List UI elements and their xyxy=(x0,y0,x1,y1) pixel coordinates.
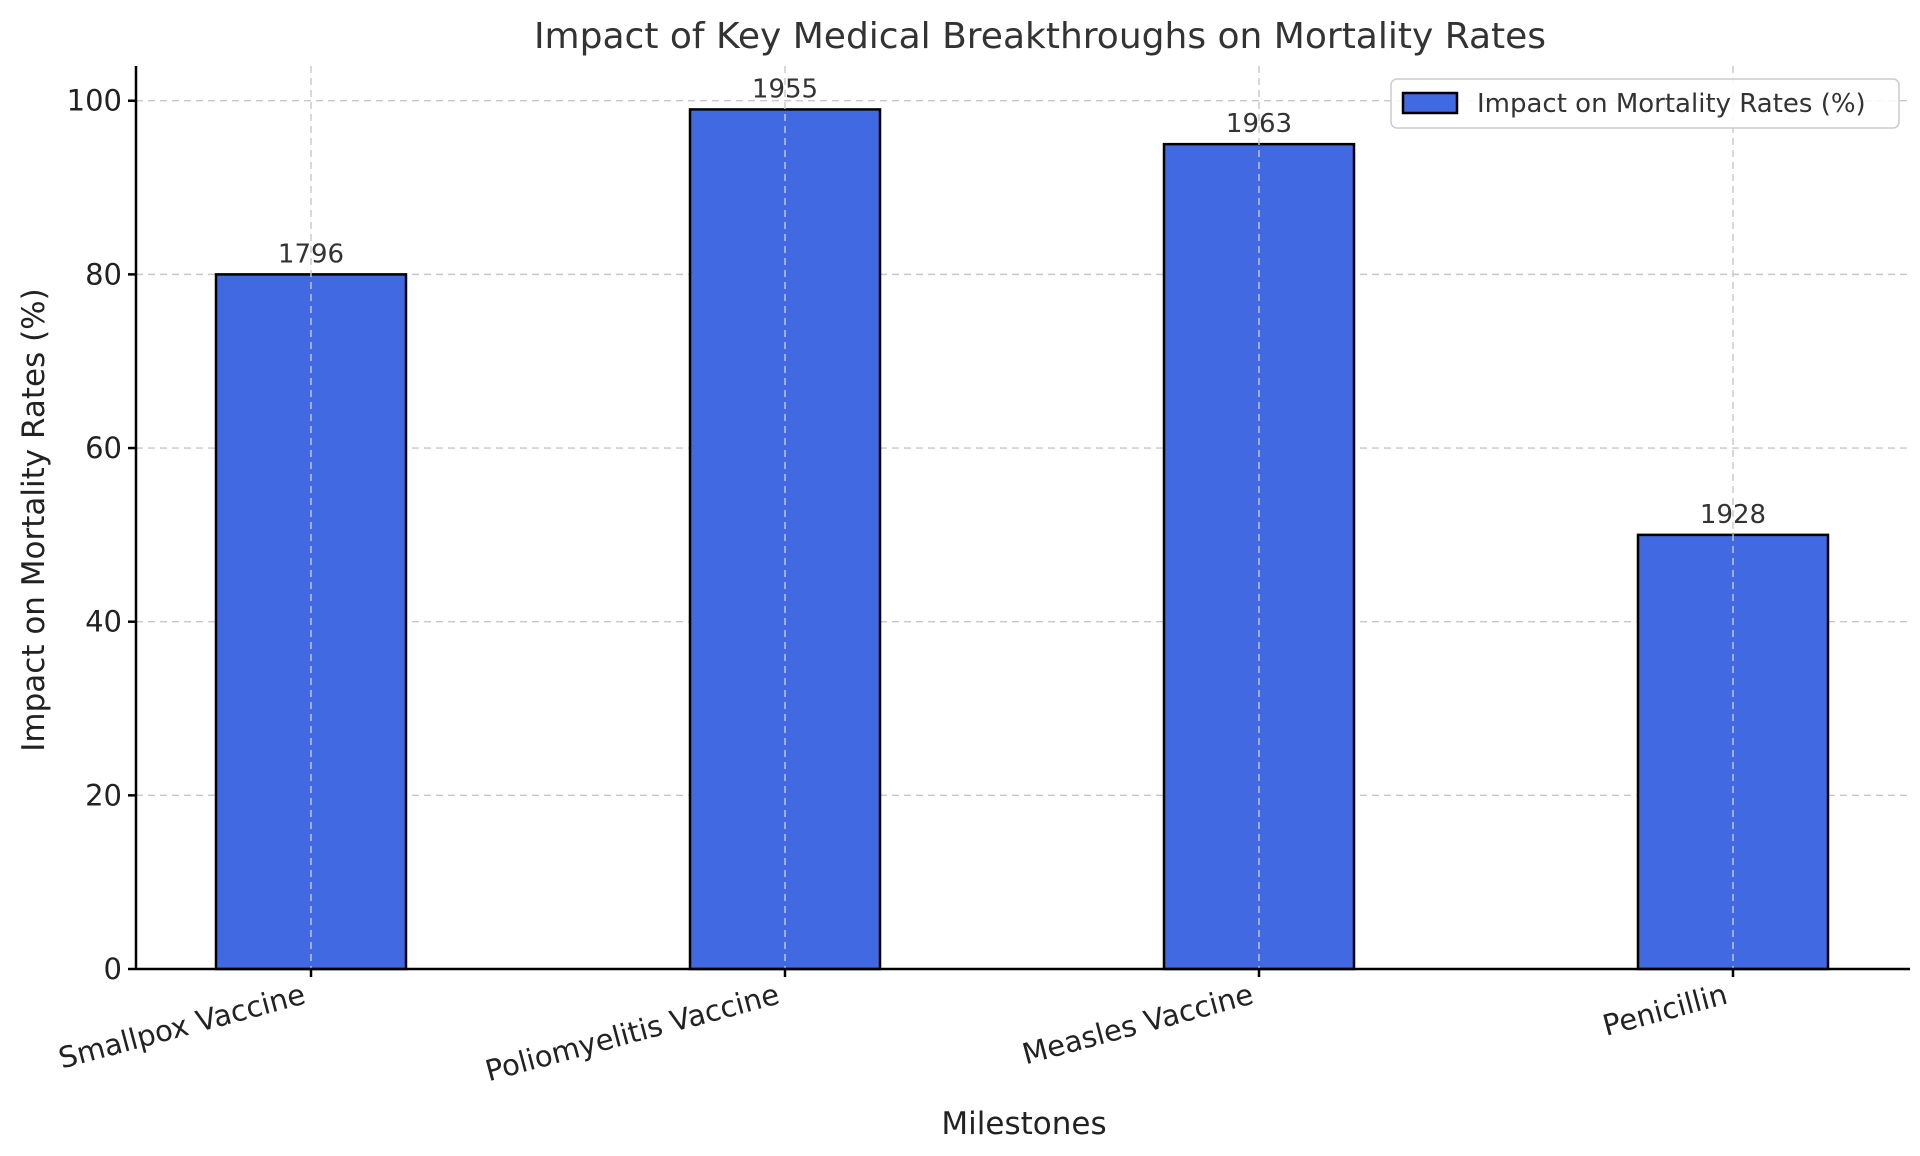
x-axis-label: Milestones xyxy=(941,1106,1106,1142)
x-tick-label: Poliomyelitis Vaccine xyxy=(482,977,783,1088)
data-label: 1963 xyxy=(1226,109,1292,139)
axes xyxy=(134,66,1910,971)
data-labels: 1796 1955 1963 1928 xyxy=(278,74,1766,529)
x-tick-label: Penicillin xyxy=(1599,977,1731,1043)
x-tick-labels: Smallpox Vaccine Poliomyelitis Vaccine Mea… xyxy=(55,969,1735,1088)
bar xyxy=(1162,142,1356,971)
x-tick-label: Measles Vaccine xyxy=(1019,977,1257,1071)
y-tick-labels: 0 20 40 60 80 100 xyxy=(67,84,136,986)
bars xyxy=(214,108,1830,971)
y-tick-label: 20 xyxy=(85,778,122,812)
grid-overlay xyxy=(310,66,1734,969)
data-label: 1928 xyxy=(1700,500,1766,530)
y-tick-label: 80 xyxy=(85,257,122,291)
y-tick-label: 40 xyxy=(85,605,122,639)
legend-label: Impact on Mortality Rates (%) xyxy=(1477,89,1866,119)
x-tick-label: Smallpox Vaccine xyxy=(55,977,309,1076)
y-axis-label: Impact on Mortality Rates (%) xyxy=(16,288,52,751)
chart-title: Impact of Key Medical Breakthroughs on M… xyxy=(534,16,1546,57)
y-tick-label: 60 xyxy=(85,431,122,465)
data-label: 1796 xyxy=(278,239,344,269)
y-tick-label: 0 xyxy=(104,952,122,986)
legend-box xyxy=(1390,78,1900,129)
y-tick-label: 100 xyxy=(67,84,122,118)
legend-swatch xyxy=(1401,91,1459,115)
legend: Impact on Mortality Rates (%) xyxy=(1390,78,1900,129)
data-label: 1955 xyxy=(752,74,818,104)
